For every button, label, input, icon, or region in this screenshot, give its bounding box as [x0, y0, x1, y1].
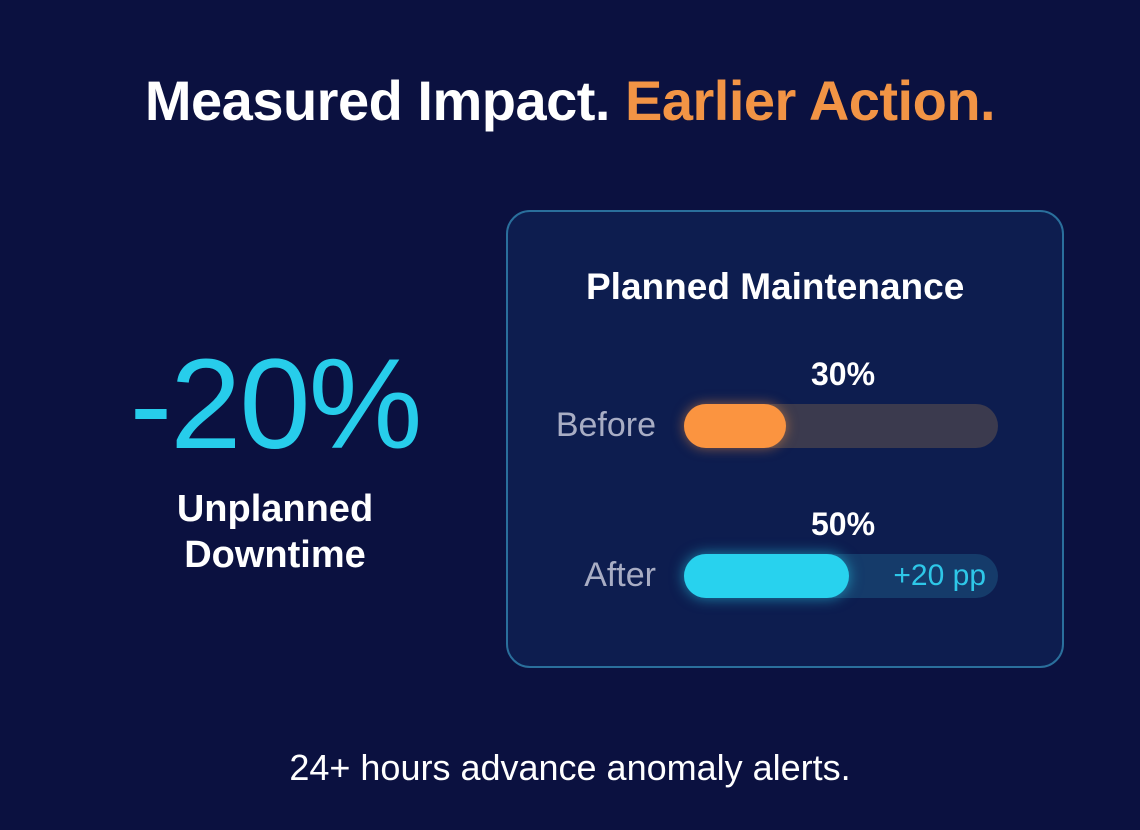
footer-text: 24+ hours advance anomaly alerts. [289, 747, 851, 788]
headline-primary: Measured Impact. [144, 69, 611, 132]
kpi-label-line1: Unplanned [176, 488, 374, 530]
bar-track-after: +20 pp [684, 554, 998, 598]
delta-annotation: +20 pp [893, 559, 986, 592]
chart-title: Planned Maintenance [586, 266, 965, 307]
category-label-after: After [584, 556, 656, 594]
category-label-before: Before [555, 406, 656, 444]
kpi-label-line2: Downtime [184, 534, 366, 576]
bar-value-before: 30% [810, 356, 876, 392]
bar-after [684, 554, 849, 598]
bar-track-before [684, 404, 998, 448]
bar-value-after: 50% [810, 506, 876, 542]
kpi-value: -20% [129, 333, 423, 476]
kpi-label: Unplanned Downtime [95, 486, 455, 578]
headline-accent: Earlier Action. [625, 69, 996, 132]
bar-before [684, 404, 786, 448]
headline: Measured Impact. Earlier Action. [0, 66, 1140, 136]
